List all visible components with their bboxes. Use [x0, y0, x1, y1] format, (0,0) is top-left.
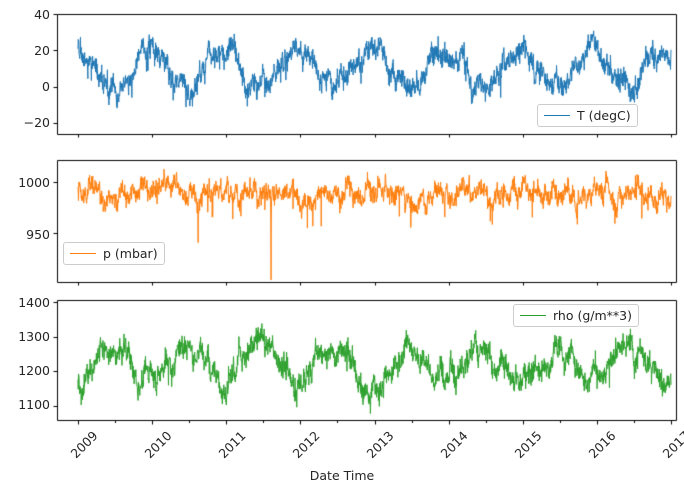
xaxis-title: Date Time [309, 468, 375, 483]
panel3-ytick-1200: 1200 [18, 363, 50, 378]
panel1-legend[interactable]: T (degC) [537, 104, 638, 127]
panel3-ytick-1300: 1300 [18, 329, 50, 344]
panel1-ytick-20: 20 [34, 43, 50, 58]
panel2-legend-line-icon [70, 253, 96, 254]
panel2-legend-label: p (mbar) [103, 246, 158, 261]
panel1-ytick-40: 40 [34, 7, 50, 22]
panel2-legend[interactable]: p (mbar) [63, 242, 165, 265]
panel1-ytick-0: 0 [42, 79, 50, 94]
panel1-legend-line-icon [544, 115, 570, 116]
panel3-legend[interactable]: rho (g/m**3) [513, 304, 639, 327]
panel3-ytick-1100: 1100 [18, 397, 50, 412]
panel1-ytick-neg20: −20 [23, 115, 50, 130]
panel2-ytick-1000: 1000 [18, 175, 50, 190]
panel3-legend-label: rho (g/m**3) [553, 308, 632, 323]
panel3-ytick-1400: 1400 [18, 295, 50, 310]
panel3-legend-line-icon [520, 315, 546, 316]
panel1-legend-label: T (degC) [577, 108, 631, 123]
panel2-ytick-950: 950 [26, 227, 50, 242]
